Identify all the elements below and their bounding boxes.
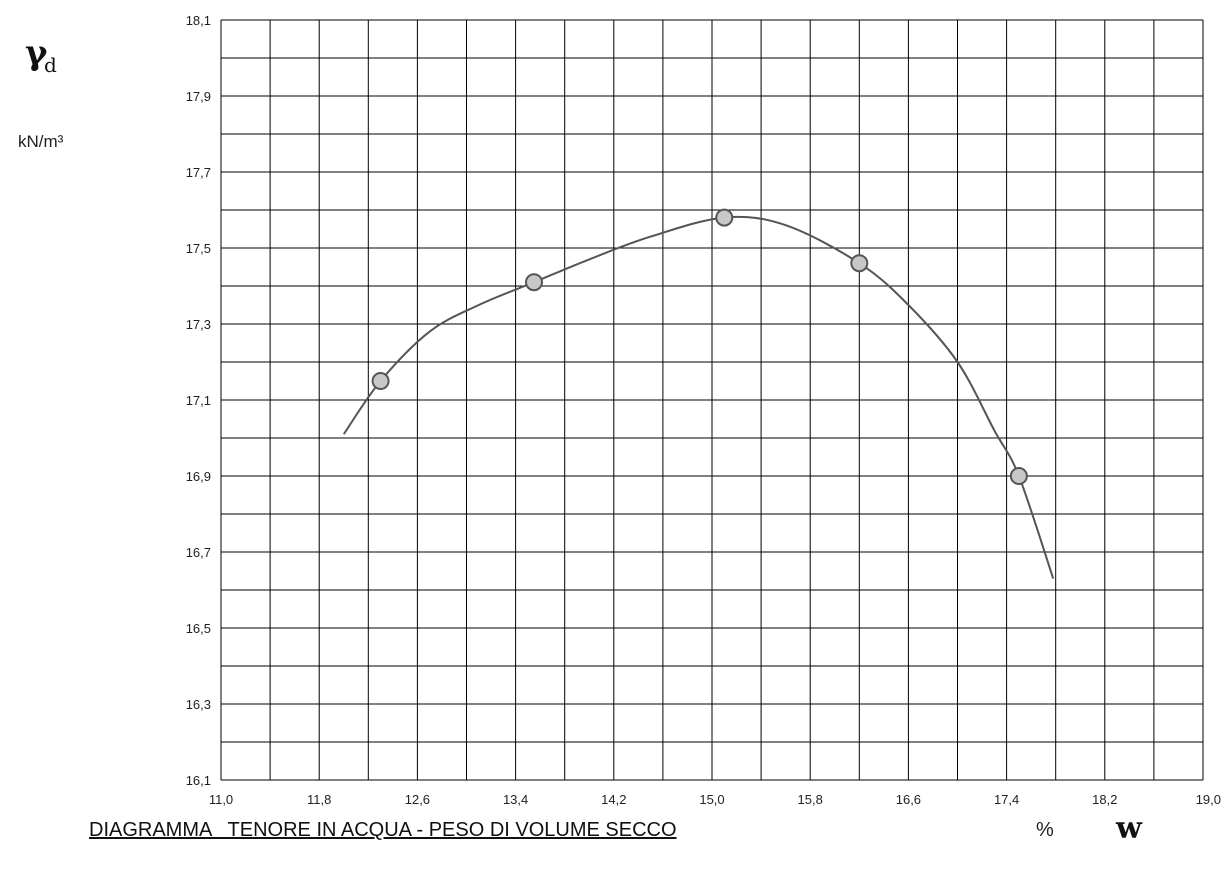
x-tick-label: 12,6 — [405, 792, 430, 807]
chart-title: DIAGRAMMA TENORE IN ACQUA - PESO DI VOLU… — [89, 819, 677, 841]
y-tick-label: 18,1 — [186, 13, 211, 28]
y-tick-label: 16,7 — [186, 545, 211, 560]
y-axis-symbol-subscript: d — [44, 53, 57, 77]
x-tick-label: 11,0 — [209, 792, 233, 807]
data-point — [850, 254, 869, 273]
data-points-layer — [371, 208, 1028, 485]
x-tick-label: 11,8 — [307, 792, 331, 807]
grid — [220, 19, 1204, 781]
data-point — [371, 372, 390, 390]
fit-curve — [342, 215, 1055, 579]
x-axis-unit: % — [1036, 819, 1054, 841]
x-tick-label: 18,2 — [1092, 792, 1117, 807]
x-tick-labels: 11,0 11,8 12,6 13,4 14,2 15,0 15,8 16,6 17,4 18,2… — [209, 792, 1221, 807]
y-tick-label: 16,9 — [186, 469, 211, 484]
y-tick-label: 16,3 — [186, 697, 211, 712]
data-point — [525, 273, 544, 292]
x-axis-symbol: w — [1115, 811, 1143, 846]
x-tick-label: 19,0 — [1196, 792, 1221, 807]
x-tick-label: 16,6 — [896, 792, 921, 807]
fit-curve-layer — [342, 215, 1055, 579]
x-tick-label: 17,4 — [994, 792, 1019, 807]
y-axis-symbol: γ — [25, 33, 48, 73]
y-tick-label: 16,5 — [186, 621, 211, 636]
y-axis-unit: kN/m³ — [18, 132, 64, 151]
data-point — [1009, 467, 1028, 485]
y-tick-label: 17,5 — [186, 241, 211, 256]
y-tick-label: 17,3 — [186, 317, 211, 332]
y-tick-label: 16,1 — [186, 773, 211, 788]
y-tick-label: 17,7 — [186, 165, 211, 180]
y-tick-labels: 18,1 17,9 17,7 17,5 17,3 17,1 16,9 16,7 16,5 16,3… — [186, 13, 211, 788]
data-point — [715, 208, 734, 227]
y-tick-label: 17,9 — [186, 89, 211, 104]
x-tick-label: 15,8 — [798, 792, 823, 807]
x-tick-label: 15,0 — [699, 792, 724, 807]
x-tick-label: 14,2 — [601, 792, 626, 807]
x-tick-label: 13,4 — [503, 792, 528, 807]
y-tick-label: 17,1 — [186, 393, 211, 408]
